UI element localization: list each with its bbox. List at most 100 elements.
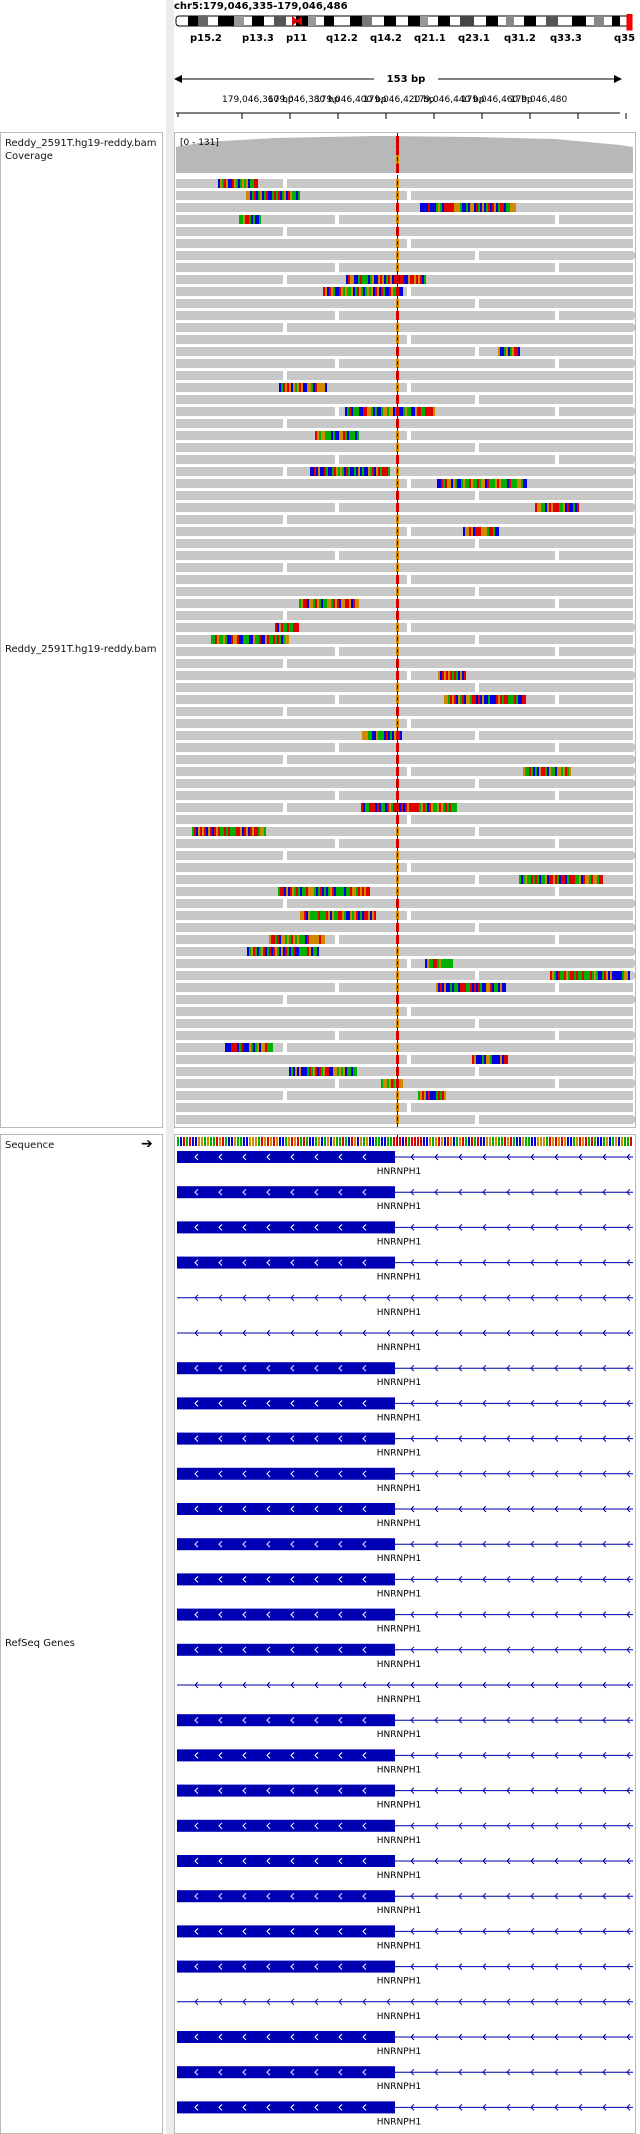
- read[interactable]: [479, 1067, 633, 1076]
- read[interactable]: [176, 1115, 475, 1124]
- read[interactable]: [176, 1055, 407, 1064]
- read[interactable]: [287, 563, 633, 572]
- read[interactable]: [176, 743, 335, 752]
- read[interactable]: [339, 263, 555, 272]
- read[interactable]: [176, 1103, 407, 1112]
- read[interactable]: [176, 347, 475, 356]
- read[interactable]: [176, 515, 283, 524]
- gene-label[interactable]: HNRNPH1: [377, 1519, 421, 1529]
- read[interactable]: [176, 683, 475, 692]
- gene-label[interactable]: HNRNPH1: [377, 1484, 421, 1494]
- gene-label[interactable]: HNRNPH1: [377, 1695, 421, 1705]
- read[interactable]: [559, 695, 633, 704]
- read[interactable]: [176, 443, 475, 452]
- read[interactable]: [176, 275, 283, 284]
- gene-row[interactable]: HNRNPH1: [177, 1432, 633, 1459]
- read[interactable]: [176, 611, 283, 620]
- read[interactable]: [287, 371, 633, 380]
- gene-row[interactable]: HNRNPH1: [177, 2101, 633, 2127]
- read[interactable]: [176, 467, 283, 476]
- gene-row[interactable]: HNRNPH1: [177, 1221, 633, 1247]
- gene-label[interactable]: HNRNPH1: [377, 2082, 421, 2092]
- read[interactable]: [176, 887, 335, 896]
- gene-label[interactable]: HNRNPH1: [377, 1343, 421, 1353]
- read[interactable]: [176, 479, 407, 488]
- read[interactable]: [176, 899, 283, 908]
- read[interactable]: [176, 335, 407, 344]
- gene-row[interactable]: HNRNPH1: [177, 1467, 633, 1494]
- gene-row[interactable]: HNRNPH1: [177, 1714, 633, 1740]
- read[interactable]: [176, 635, 475, 644]
- read[interactable]: [411, 767, 633, 776]
- read[interactable]: [176, 599, 335, 608]
- read[interactable]: [176, 959, 407, 968]
- read[interactable]: [339, 887, 555, 896]
- gene-row[interactable]: HNRNPH1: [177, 1573, 633, 1599]
- read[interactable]: [176, 755, 283, 764]
- read[interactable]: [479, 299, 633, 308]
- read[interactable]: [287, 707, 633, 716]
- gene-row[interactable]: HNRNPH1: [177, 1890, 633, 1916]
- gene-label[interactable]: HNRNPH1: [377, 1836, 421, 1846]
- read[interactable]: [176, 431, 407, 440]
- gene-label[interactable]: HNRNPH1: [377, 2012, 421, 2022]
- gene-label[interactable]: HNRNPH1: [377, 2117, 421, 2127]
- read[interactable]: [176, 455, 335, 464]
- read[interactable]: [176, 227, 283, 236]
- read[interactable]: [287, 611, 633, 620]
- read[interactable]: [287, 179, 633, 188]
- gene-row[interactable]: HNRNPH1: [177, 1329, 633, 1353]
- gene-row[interactable]: HNRNPH1: [177, 2066, 633, 2092]
- read[interactable]: [559, 215, 633, 224]
- read[interactable]: [559, 263, 633, 272]
- gene-row[interactable]: HNRNPH1: [177, 1186, 633, 1212]
- read[interactable]: [559, 647, 633, 656]
- sequence-track[interactable]: [177, 1137, 632, 1146]
- alignment-track-name[interactable]: Reddy_2591T.hg19-reddy.bam: [5, 644, 157, 655]
- read[interactable]: [559, 311, 633, 320]
- read[interactable]: [411, 1055, 633, 1064]
- gene-row[interactable]: HNRNPH1: [177, 1960, 633, 1987]
- read[interactable]: [176, 563, 283, 572]
- gene-label[interactable]: HNRNPH1: [377, 1941, 421, 1951]
- read[interactable]: [559, 359, 633, 368]
- gene-row[interactable]: HNRNPH1: [177, 1681, 633, 1705]
- read[interactable]: [176, 503, 335, 512]
- read[interactable]: [287, 995, 633, 1004]
- read[interactable]: [176, 719, 407, 728]
- read[interactable]: [411, 863, 633, 872]
- read[interactable]: [176, 863, 407, 872]
- read[interactable]: [176, 779, 475, 788]
- read[interactable]: [287, 1043, 633, 1052]
- read[interactable]: [479, 443, 633, 452]
- read[interactable]: [176, 299, 475, 308]
- gene-row[interactable]: HNRNPH1: [177, 1151, 633, 1177]
- read[interactable]: [559, 791, 633, 800]
- read[interactable]: [176, 695, 335, 704]
- read[interactable]: [287, 1091, 633, 1100]
- read[interactable]: [339, 647, 555, 656]
- gene-label[interactable]: HNRNPH1: [377, 1237, 421, 1247]
- read[interactable]: [559, 551, 633, 560]
- read[interactable]: [176, 551, 335, 560]
- read[interactable]: [559, 503, 633, 512]
- alignment-track-name-box[interactable]: Reddy_2591T.hg19-reddy.bam Coverage Redd…: [0, 132, 163, 1128]
- sequence-track-name[interactable]: Sequence: [5, 1140, 55, 1151]
- gene-label[interactable]: HNRNPH1: [377, 1871, 421, 1881]
- read[interactable]: [176, 947, 283, 956]
- read[interactable]: [339, 311, 555, 320]
- read[interactable]: [176, 803, 283, 812]
- read[interactable]: [411, 959, 633, 968]
- read[interactable]: [479, 539, 633, 548]
- genes-track-name[interactable]: RefSeq Genes: [5, 1638, 75, 1649]
- read[interactable]: [411, 623, 633, 632]
- read[interactable]: [479, 203, 633, 212]
- read[interactable]: [411, 383, 633, 392]
- read[interactable]: [479, 683, 633, 692]
- read[interactable]: [559, 599, 633, 608]
- gene-label[interactable]: HNRNPH1: [377, 1906, 421, 1916]
- read[interactable]: [176, 359, 335, 368]
- read[interactable]: [176, 539, 475, 548]
- read[interactable]: [287, 323, 633, 332]
- read[interactable]: [339, 791, 555, 800]
